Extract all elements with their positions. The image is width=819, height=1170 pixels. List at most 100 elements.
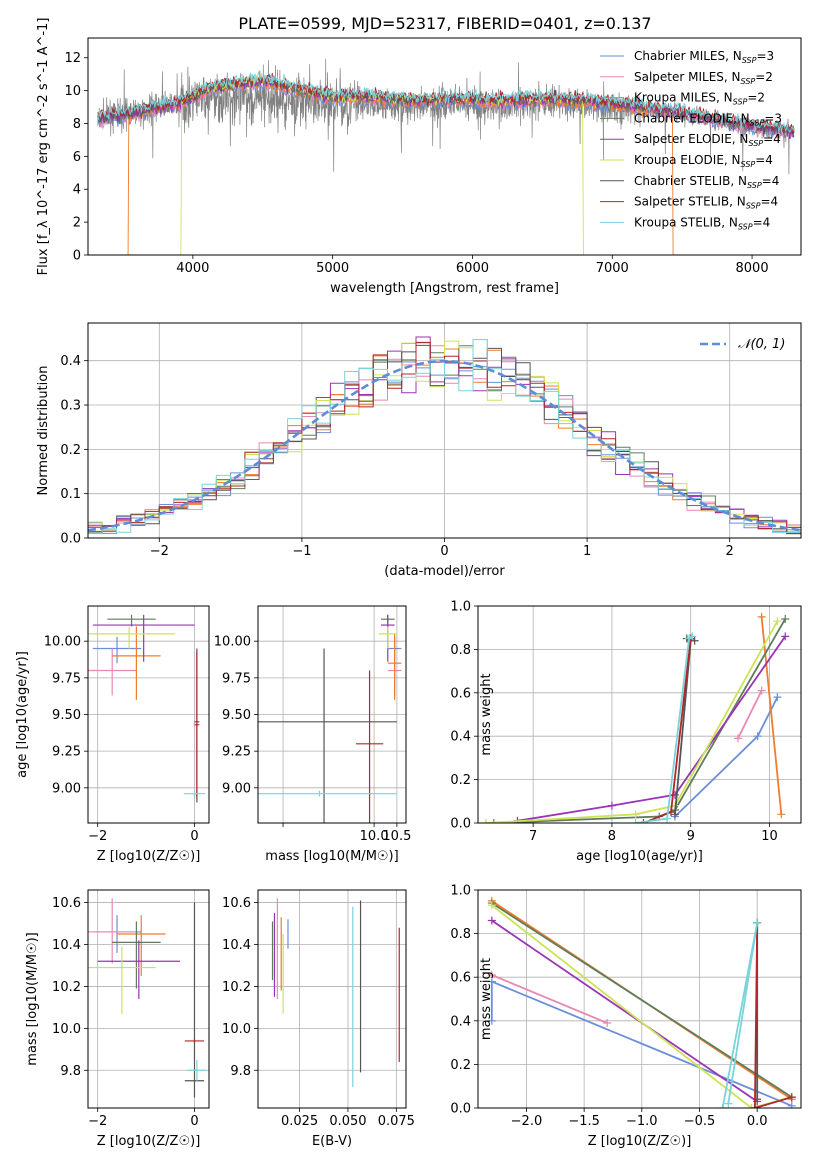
- age_vs_mass-plot-area: [258, 614, 402, 823]
- errorbar-kroupa_miles: [387, 633, 402, 700]
- legend-ssp-subscript: SSP: [741, 77, 756, 86]
- mass_vs_ebv-ytick-label: 10.4: [222, 938, 251, 953]
- legend-label-chabrier_stelib: Chabrier STELIB, NSSP=4: [634, 174, 779, 190]
- weight-marker-salpeter_elodie: [781, 632, 790, 641]
- spectrum-xtick-label: 5000: [316, 261, 349, 276]
- mass_vs_z-ylabel: mass [log10(M/M☉)]: [25, 932, 40, 1065]
- legend-label-chabrier_elodie: Chabrier ELODIE, NSSP=3: [634, 111, 782, 127]
- legend-ssp-count: =3: [764, 111, 782, 125]
- legend-ssp-count: =2: [755, 70, 773, 84]
- legend-ssp-subscript: SSP: [748, 139, 763, 148]
- massweight_vs_age-xlabel: age [log10(age/yr)]: [576, 849, 703, 864]
- legend-ssp-count: =4: [755, 153, 773, 167]
- mass_vs_z-ytick-label: 10.4: [52, 938, 81, 953]
- massweight_vs_age-panel: 7 8 9 10 0.0 0.2 0.4 0.6 0.8 1.0 age [log10(age/yr…: [450, 600, 802, 864]
- massweight_vs_age-xtick-label: 10: [761, 829, 778, 844]
- massweight_vs_z-plot-area: [487, 896, 796, 1108]
- figure-title: PLATE=0599, MJD=52317, FIBERID=0401, z=0…: [238, 14, 651, 33]
- massweight_vs_z-xtick-label: −1.0: [626, 1114, 658, 1129]
- weight-marker-chabrier_miles: [773, 693, 782, 702]
- residuals-ytick-label: 0.4: [60, 354, 81, 369]
- massweight_vs_z-ytick-label: 0.0: [450, 1102, 471, 1117]
- age_vs_z-xlabel: Z [log10(Z/Z☉)]: [97, 849, 201, 864]
- weight-marker-kroupa_stelib: [663, 814, 672, 823]
- weight-line-kroupa_stelib: [721, 922, 759, 1108]
- age_vs_z-plot-area: [88, 614, 206, 803]
- residuals-xtick-label: −2: [150, 544, 169, 559]
- residuals-ytick-label: 0.1: [60, 487, 81, 502]
- errorbar-salpeter_stelib: [355, 670, 384, 823]
- spectrum-xtick-label: 6000: [456, 261, 489, 276]
- errorbar-salpeter_elodie: [97, 940, 180, 999]
- age_vs_mass-ytick-label: 9.50: [222, 708, 251, 723]
- weight-marker-kroupa_stelib: [718, 1104, 727, 1108]
- massweight_vs_age-plot-area: [481, 612, 790, 823]
- legend-label-salpeter_elodie: Salpeter ELODIE, NSSP=4: [634, 132, 781, 148]
- mass_vs_ebv-ytick-label: 10.0: [222, 1022, 251, 1037]
- age_vs_mass-xtick-label: 10.5: [382, 829, 411, 844]
- mass_vs_ebv-ytick-label: 10.2: [222, 980, 251, 995]
- age_vs_mass-ytick-label: 9.00: [222, 781, 251, 796]
- residuals-ytick-label: 0.2: [60, 443, 81, 458]
- weight-marker-kroupa_stelib: [753, 918, 762, 927]
- mass_vs_z-ytick-label: 10.6: [52, 896, 81, 911]
- errorbar-chabrier_elodie: [112, 921, 161, 989]
- mass_vs_z-ytick-label: 10.0: [52, 1022, 81, 1037]
- panels-group: 4000 5000 6000 7000 8000024681012wavelength …: [15, 18, 802, 1149]
- weight-line-kroupa_elodie: [485, 620, 779, 823]
- massweight_vs_age-ylabel: mass weight: [479, 673, 494, 755]
- weight-marker-salpeter_miles: [757, 686, 766, 695]
- legend-ssp-count: =4: [763, 132, 781, 146]
- massweight_vs_z-frame: [477, 889, 802, 1109]
- weight-marker-chabrier_miles: [487, 1016, 496, 1025]
- errorbar-kroupa_elodie: [378, 626, 397, 649]
- massweight_vs_z-xtick-label: 0.0: [747, 1114, 768, 1129]
- errorbar-salpeter_elodie: [92, 614, 195, 662]
- residuals-ytick-label: 0.3: [60, 399, 81, 414]
- spectrum-ytick-label: 4: [73, 183, 81, 198]
- spectrum-ytick-label: 12: [64, 51, 81, 66]
- massweight_vs_age-ytick-label: 0.0: [450, 817, 471, 832]
- age_vs_mass-ytick-label: 10.00: [214, 635, 251, 650]
- massweight_vs_z-ytick-label: 0.4: [450, 1014, 471, 1029]
- residuals-panel: −2 −1 0 1 2 0.0 0.1 0.2 0.3 0.4 (data-model)/error…: [36, 322, 802, 579]
- weight-marker-salpeter_stelib: [750, 1104, 759, 1108]
- mass_vs_ebv-xlabel: E(B-V): [312, 1134, 352, 1149]
- errorbar-chabrier_stelib: [258, 648, 397, 823]
- massweight_vs_age-ytick-label: 1.0: [450, 600, 471, 615]
- massweight_vs_age-ytick-label: 0.8: [450, 643, 471, 658]
- legend-normal-label: 𝒩(0, 1): [738, 337, 785, 352]
- residuals-xtick-label: 2: [726, 544, 734, 559]
- weight-marker-kroupa_elodie: [747, 1104, 756, 1108]
- errorbar-salpeter_miles: [88, 898, 137, 964]
- age_vs_mass-ytick-label: 9.75: [222, 671, 251, 686]
- legend-ssp-count: =4: [760, 195, 778, 209]
- massweight_vs_age-ytick-label: 0.2: [450, 773, 471, 788]
- legend-label-kroupa_stelib: Kroupa STELIB, NSSP=4: [634, 215, 770, 231]
- legend-ssp-subscript: SSP: [746, 202, 761, 211]
- errorbar-kroupa_stelib: [183, 790, 206, 797]
- massweight_vs_z-ytick-label: 0.6: [450, 971, 471, 986]
- legend-label-salpeter_miles: Salpeter MILES, NSSP=2: [634, 70, 773, 86]
- massweight_vs_z-xlabel: Z [log10(Z/Z☉)]: [588, 1134, 692, 1149]
- model-spectrum-kroupa_stelib: [97, 70, 795, 133]
- age_vs_mass-panel: 10.010.5 9.00 9.25 9.50 9.75 10.00 mass [log10…: [214, 605, 411, 864]
- massweight_vs_age-ytick-label: 0.6: [450, 686, 471, 701]
- spectrum-ylabel: Flux [f_λ 10^-17 erg cm^-2 s^-1 A^-1]: [36, 18, 51, 276]
- legend-label-kroupa_elodie: Kroupa ELODIE, NSSP=4: [634, 153, 773, 169]
- massweight_vs_age-frame: [477, 605, 802, 824]
- mass_vs_ebv-plot-area: [271, 898, 400, 1088]
- weight-marker-kroupa_elodie: [487, 901, 496, 910]
- errorbar-kroupa_stelib: [258, 790, 397, 797]
- age_vs_z-ytick-label: 9.25: [52, 745, 81, 760]
- legend-ssp-count: =2: [747, 91, 765, 105]
- errorbar-kroupa_miles: [117, 915, 166, 976]
- residual-hist-kroupa_stelib: [88, 339, 801, 535]
- errorbar-kroupa_elodie: [88, 946, 156, 1014]
- weight-marker-chabrier_miles: [753, 732, 762, 741]
- massweight_vs_z-ytick-label: 0.2: [450, 1058, 471, 1073]
- weight-marker-salpeter_miles: [487, 971, 496, 980]
- age_vs_z-ytick-label: 10.00: [44, 635, 81, 650]
- spectrum-ytick-label: 8: [73, 117, 81, 132]
- errorbar-salpeter_stelib: [184, 1038, 205, 1044]
